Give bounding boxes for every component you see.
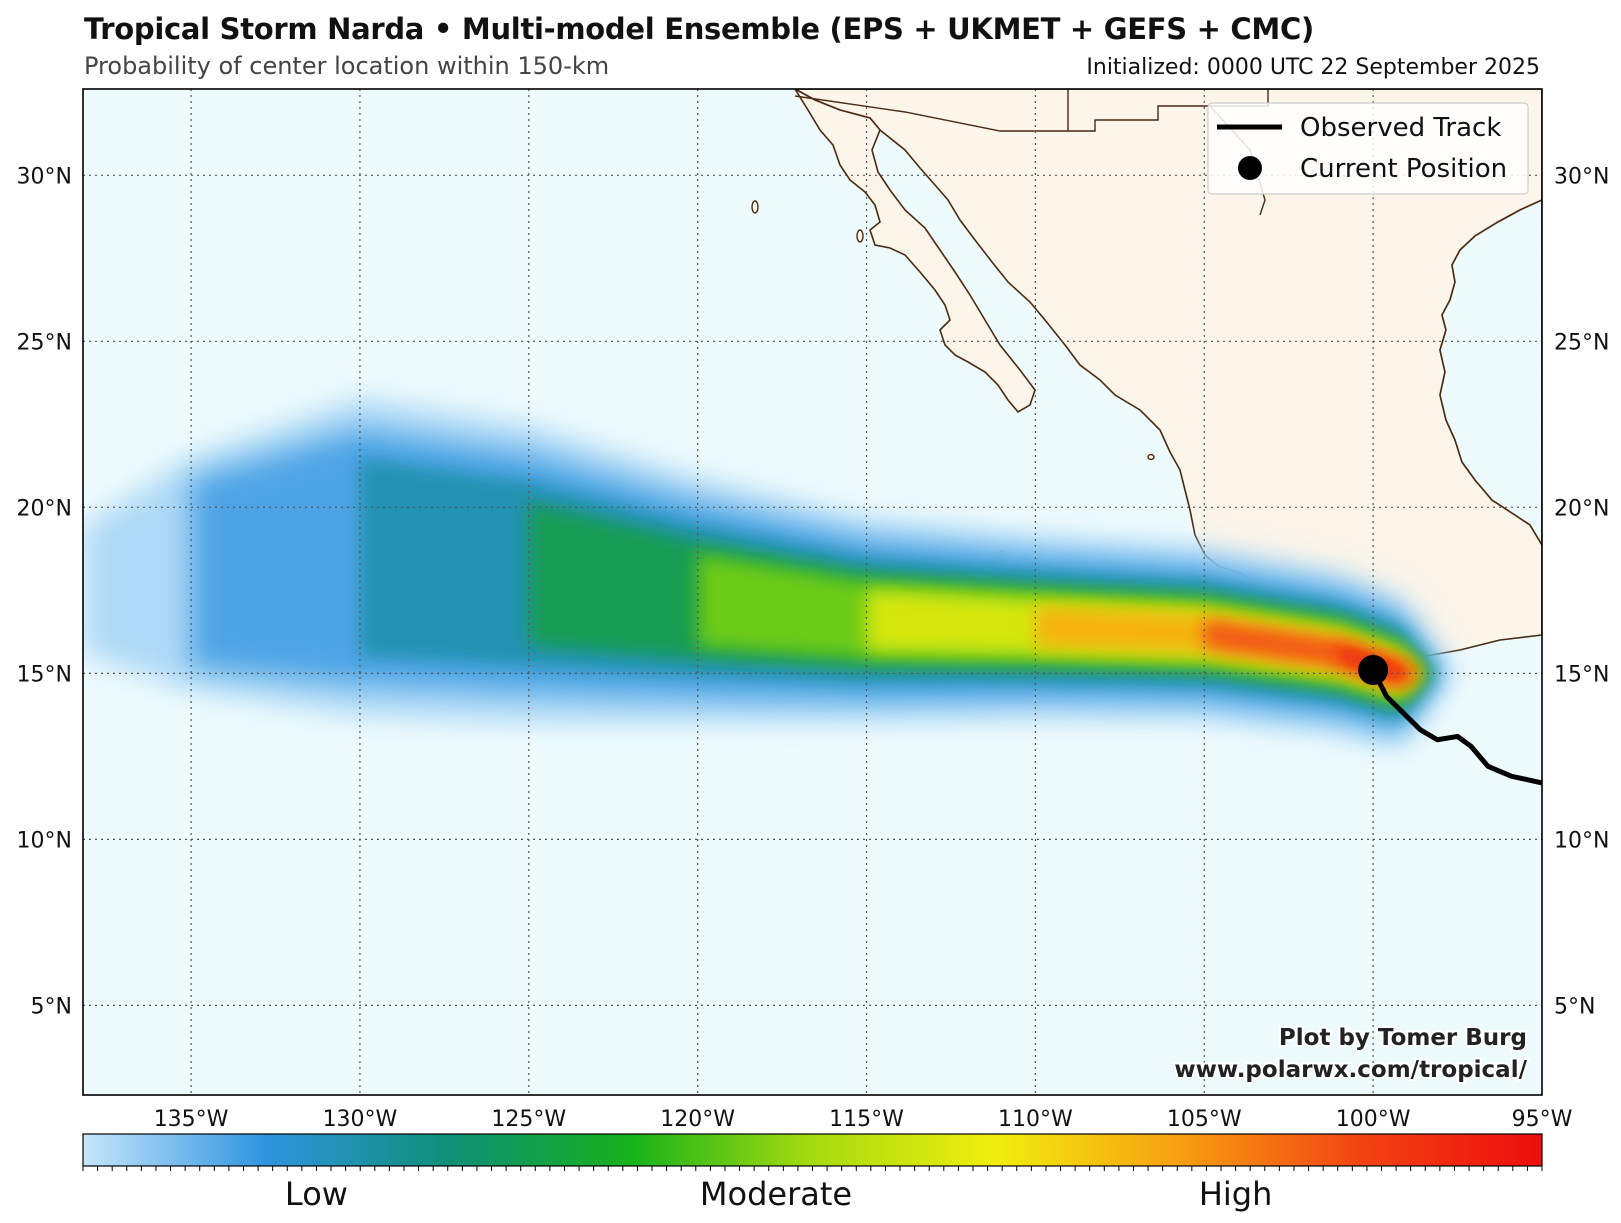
colorbar-ticks (82, 1166, 1543, 1171)
observed-track-line (1370, 668, 1542, 786)
lat-tick-label-right: 20°N (1554, 496, 1609, 521)
island (856, 229, 864, 243)
probability-swath (83, 397, 1451, 748)
current-position-marker (1358, 655, 1389, 686)
lon-tick-label: 135°W (154, 1107, 229, 1132)
lat-labels-left: 30°N 25°N 20°N 15°N 10°N 5°N (17, 164, 72, 1019)
colorbar-label-moderate: Moderate (700, 1175, 852, 1213)
island (751, 200, 759, 214)
legend: Observed Track Current Position (1207, 102, 1529, 195)
chart-title: Tropical Storm Narda • Multi-model Ensem… (84, 12, 1314, 46)
baja-california (794, 89, 1036, 414)
lon-tick-label: 95°W (1512, 1107, 1573, 1132)
legend-current-position: Current Position (1300, 154, 1507, 184)
gulf-of-mexico (1439, 199, 1542, 547)
chart-subtitle: Probability of center location within 15… (84, 52, 610, 80)
lon-tick-label: 115°W (829, 1107, 904, 1132)
lat-labels-right: 30°N 25°N 20°N 15°N 10°N 5°N (1554, 164, 1609, 1019)
lon-tick-label: 120°W (660, 1107, 735, 1132)
lat-tick-label-right: 10°N (1554, 828, 1609, 853)
initialized-time: Initialized: 0000 UTC 22 September 2025 (1086, 55, 1540, 80)
lat-tick-label-left: 20°N (17, 496, 72, 521)
lon-tick-label: 100°W (1336, 1107, 1411, 1132)
lat-tick-label-left: 15°N (17, 662, 72, 687)
map-frame (82, 88, 1543, 1096)
lon-tick-label: 125°W (491, 1107, 566, 1132)
lat-tick-label-right: 15°N (1554, 662, 1609, 687)
island (1147, 453, 1155, 461)
lat-tick-label-right: 25°N (1554, 330, 1609, 355)
legend-box (1207, 102, 1529, 195)
credit-line-1: Plot by Tomer Burg (1279, 1025, 1527, 1051)
credit-line-2: www.polarwx.com/tropical/ (1174, 1057, 1527, 1083)
legend-observed-track: Observed Track (1300, 113, 1501, 143)
colorbar (82, 1133, 1543, 1167)
lat-tick-label-left: 25°N (17, 330, 72, 355)
colorbar-label-high: High (1199, 1175, 1273, 1213)
lon-tick-label: 130°W (323, 1107, 398, 1132)
lon-labels: 135°W 130°W 125°W 120°W 115°W 110°W 105°W 100°W… (154, 1107, 1573, 1132)
lon-tick-label: 105°W (1167, 1107, 1242, 1132)
lat-tick-label-left: 30°N (17, 164, 72, 189)
colorbar-label-low: Low (285, 1175, 348, 1213)
legend-dot-swatch (1238, 156, 1262, 180)
lat-tick-label-left: 5°N (31, 994, 72, 1019)
lat-tick-label-right: 30°N (1554, 164, 1609, 189)
lon-tick-label: 110°W (998, 1107, 1073, 1132)
lat-tick-label-left: 10°N (17, 828, 72, 853)
lat-tick-label-right: 5°N (1554, 994, 1595, 1019)
